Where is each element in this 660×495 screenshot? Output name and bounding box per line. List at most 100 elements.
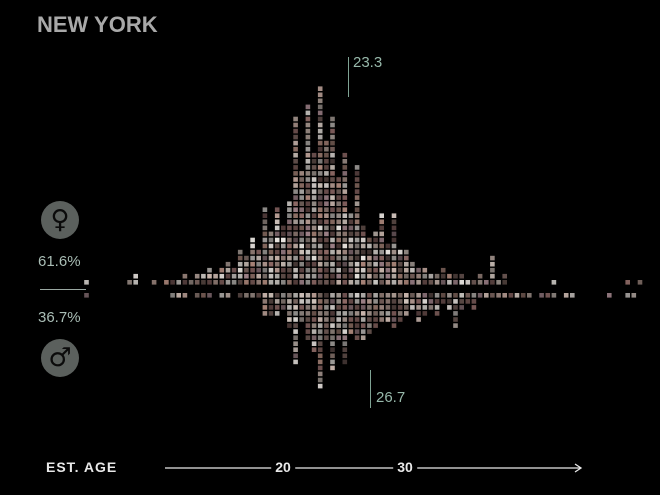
female-selfie-thumbnail [274,261,280,267]
female-selfie-thumbnail [502,280,507,285]
female-selfie-thumbnail [311,195,317,200]
female-selfie-thumbnail [459,280,464,285]
female-selfie-thumbnail [305,134,311,140]
female-selfie-thumbnail [182,280,188,285]
female-selfie-thumbnail [360,237,366,243]
female-selfie-thumbnail [305,219,311,225]
female-selfie-thumbnail [391,231,397,237]
female-selfie-thumbnail [330,183,335,188]
male-selfie-thumbnail [422,293,428,298]
male-selfie-thumbnail [360,305,366,310]
female-selfie-thumbnail [250,249,255,255]
male-selfie-thumbnail [256,293,261,298]
female-selfie-thumbnail [330,195,335,200]
female-selfie-thumbnail [317,261,323,267]
male-selfie-thumbnail [373,305,378,310]
female-selfie-thumbnail [256,267,261,273]
female-selfie-thumbnail [336,189,341,194]
female-selfie-thumbnail [201,280,206,285]
female-selfie-thumbnail [299,207,304,212]
female-selfie-thumbnail [287,219,292,225]
female-selfie-thumbnail [373,280,378,285]
female-selfie-thumbnail [336,249,341,255]
female-selfie-thumbnail [391,237,397,243]
female-selfie-thumbnail [330,146,335,152]
female-selfie-thumbnail [317,213,323,218]
female-selfie-thumbnail [637,280,643,285]
female-selfie-thumbnail [274,225,280,231]
male-selfie-thumbnail [305,329,311,334]
male-selfie-thumbnail [250,293,255,298]
male-selfie-thumbnail [391,305,397,310]
female-selfie-thumbnail [311,225,317,231]
male-selfie-thumbnail [330,359,335,365]
male-selfie-thumbnail [508,293,514,298]
male-selfie-thumbnail [336,311,341,316]
female-selfie-thumbnail [354,255,360,261]
female-selfie-thumbnail [262,261,268,267]
female-selfie-thumbnail [324,267,329,273]
female-selfie-thumbnail [354,243,360,249]
female-selfie-thumbnail [293,213,298,218]
female-selfie-thumbnail [268,231,274,237]
male-selfie-thumbnail [348,323,354,328]
female-selfie-thumbnail [391,219,397,225]
female-selfie-thumbnail [330,213,335,218]
male-selfie-thumbnail [459,305,464,310]
female-selfie-thumbnail [231,267,237,273]
female-selfie-thumbnail [317,249,323,255]
male-selfie-thumbnail [379,305,384,310]
female-selfie-thumbnail [342,237,348,243]
male-selfie-thumbnail [379,299,384,304]
female-selfie-thumbnail [342,249,348,255]
female-selfie-thumbnail [231,280,237,285]
female-selfie-thumbnail [324,177,329,182]
female-selfie-thumbnail [287,280,292,285]
male-selfie-thumbnail [293,323,298,328]
male-selfie-thumbnail [342,293,348,298]
male-selfie-thumbnail [317,353,323,359]
female-selfie-thumbnail [336,231,341,237]
male-selfie-thumbnail [563,293,569,298]
female-selfie-thumbnail [391,255,397,261]
female-selfie-thumbnail [244,273,249,279]
female-selfie-thumbnail [385,273,391,279]
male-selfie-thumbnail [262,299,268,304]
male-selfie-thumbnail [465,293,471,298]
female-selfie-thumbnail [342,165,348,170]
female-selfie-thumbnail [293,249,298,255]
female-selfie-thumbnail [305,152,311,158]
male-selfie-thumbnail [311,317,317,322]
female-selfie-thumbnail [311,183,317,188]
female-selfie-thumbnail [311,207,317,212]
male-selfie-thumbnail [317,329,323,334]
female-selfie-thumbnail [305,231,311,237]
male-selfie-thumbnail [194,293,200,298]
male-selfie-thumbnail [293,329,298,334]
male-selfie-thumbnail [305,293,311,298]
female-selfie-thumbnail [434,280,440,285]
female-selfie-thumbnail [367,243,372,249]
female-selfie-thumbnail [293,116,298,122]
male-selfie-thumbnail [459,299,464,304]
male-selfie-thumbnail [336,293,341,298]
female-selfie-thumbnail [194,280,200,285]
female-selfie-thumbnail [262,249,268,255]
female-selfie-thumbnail [379,231,384,237]
male-selfie-thumbnail [287,305,292,310]
female-selfie-thumbnail [299,183,304,188]
male-selfie-thumbnail [367,329,372,334]
male-selfie-thumbnail [447,293,452,298]
female-selfie-thumbnail [281,231,286,237]
male-selfie-thumbnail [434,293,440,298]
female-selfie-thumbnail [281,255,286,261]
female-selfie-thumbnail [293,261,298,267]
female-selfie-thumbnail [311,261,317,267]
female-selfie-thumbnail [354,189,360,194]
female-selfie-thumbnail [281,267,286,273]
female-selfie-thumbnail [422,273,428,279]
female-selfie-thumbnail [274,237,280,243]
female-selfie-thumbnail [274,243,280,249]
female-selfie-thumbnail [348,231,354,237]
